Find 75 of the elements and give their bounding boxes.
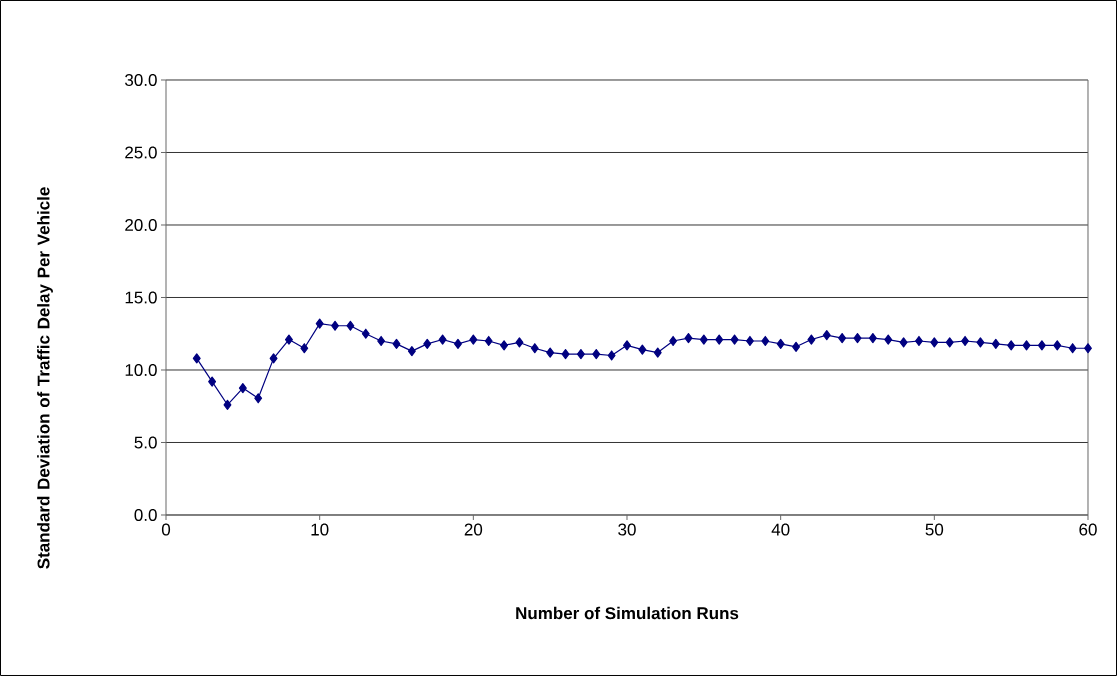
point [945,337,954,348]
point [331,320,340,331]
point [500,340,509,351]
y-tick-label: 15.0 [125,291,157,304]
point [607,350,616,361]
point [623,340,631,351]
x-tick-label: 10 [311,523,329,536]
point [991,338,1000,349]
point [300,343,309,354]
y-tick-label: 5.0 [134,436,157,449]
point [853,332,862,344]
y-tick-label: 25.0 [125,146,157,159]
point [684,332,693,344]
point [776,338,785,349]
point [576,348,585,360]
point [254,393,263,404]
point [223,399,232,410]
point [561,348,570,360]
point [1053,340,1062,351]
point [269,353,278,364]
point [745,335,754,347]
point [238,383,247,394]
point [1084,343,1092,354]
x-axis-title: Number of Simulation Runs [516,606,739,620]
point [899,337,908,348]
point [377,335,386,347]
point [961,335,970,347]
point [284,334,293,345]
y-tick-label: 20.0 [125,218,157,232]
x-tick-label: 0 [161,523,171,536]
y-tick-label: 10.0 [125,363,157,377]
y-axis-title: Standard Deviation of Traffic Delay Per Vehicle [37,187,53,569]
point [438,334,447,345]
point [392,338,401,349]
point [730,334,739,345]
point [884,334,893,345]
x-tick-label: 30 [618,523,636,536]
point [838,332,847,344]
point [761,335,770,347]
point [868,332,877,344]
point [976,337,985,348]
point [715,334,724,345]
point [592,348,601,360]
point [469,334,478,345]
y-tick-label: 0.0 [134,508,157,522]
point [807,334,816,345]
point [346,320,355,331]
x-tick-label: 20 [464,523,483,536]
point [1007,340,1016,351]
point [1022,340,1031,351]
point [669,335,678,347]
point [484,335,493,347]
point [515,337,524,348]
point [914,335,923,347]
point [423,338,432,349]
point [192,353,201,364]
point [653,347,662,358]
y-tick-label: 30.0 [125,73,157,87]
point [208,376,217,387]
point [822,330,831,341]
point [530,343,539,354]
point [930,337,939,348]
point [638,344,647,355]
point [315,318,324,329]
point [792,341,801,352]
point [699,334,708,345]
point [361,328,370,339]
x-tick-label: 50 [925,523,944,536]
x-tick-label: 40 [771,523,790,536]
point [407,346,416,357]
x-tick-label: 60 [1079,523,1097,536]
point [546,347,555,358]
point [453,338,462,349]
point [1037,340,1046,351]
point [1068,343,1077,354]
